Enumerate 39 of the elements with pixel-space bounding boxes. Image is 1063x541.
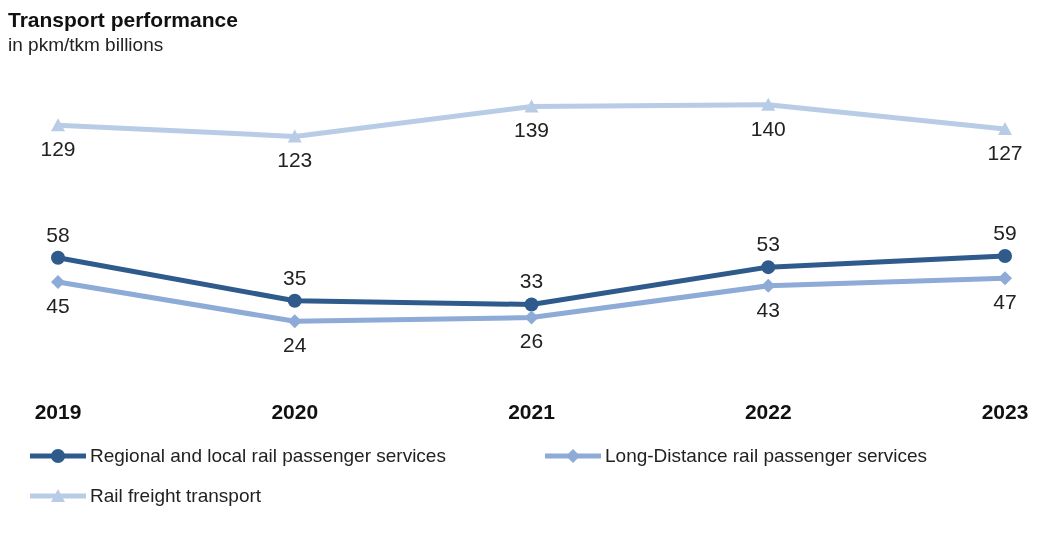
point	[998, 271, 1012, 286]
point	[998, 248, 1012, 263]
point	[524, 99, 539, 113]
data-label: 33	[519, 269, 544, 293]
data-label: 26	[519, 329, 544, 353]
data-label: 127	[987, 140, 1023, 164]
x-tick-label: 2021	[508, 399, 556, 423]
data-label: 24	[283, 333, 307, 357]
data-label: 53	[756, 232, 780, 256]
point	[524, 310, 539, 325]
point	[287, 129, 302, 143]
point	[51, 118, 65, 132]
point	[761, 97, 776, 111]
chart-subtitle: in pkm/tkm billions	[8, 34, 165, 56]
point	[761, 260, 776, 275]
data-label: 58	[46, 222, 70, 246]
point	[287, 314, 302, 329]
data-label: 139	[513, 118, 550, 142]
data-label: 129	[40, 137, 76, 161]
point	[51, 250, 65, 265]
data-label: 123	[277, 148, 313, 172]
data-label: 140	[750, 116, 786, 140]
legend-label: Rail freight transport	[90, 485, 262, 507]
x-tick-label: 2019	[34, 399, 82, 423]
chart-title: Transport performance	[8, 8, 239, 32]
x-tick-label: 2023	[981, 399, 1029, 423]
point	[524, 297, 539, 312]
point	[51, 275, 65, 290]
data-label: 45	[46, 293, 70, 317]
data-label: 43	[756, 297, 780, 321]
x-tick-label: 2020	[271, 399, 319, 423]
legend-label: Regional and local rail passenger services	[90, 445, 446, 467]
point	[998, 121, 1012, 135]
x-tick-label: 2022	[744, 399, 792, 423]
data-label: 47	[993, 290, 1017, 314]
legend-label: Long-Distance rail passenger services	[605, 445, 928, 467]
data-label: 35	[283, 265, 307, 289]
point	[287, 293, 302, 308]
data-label: 59	[993, 220, 1017, 244]
